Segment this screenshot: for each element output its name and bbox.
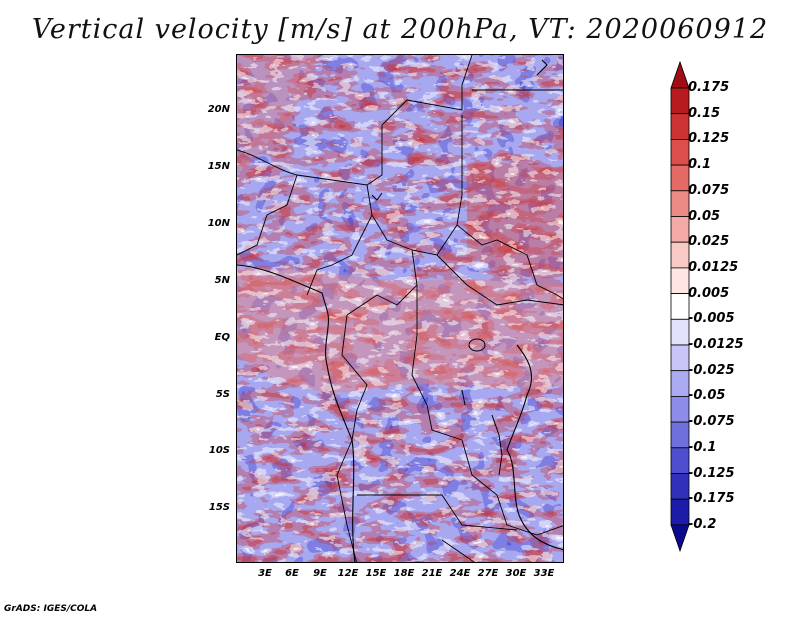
- colorbar-segment: [670, 447, 690, 474]
- colorbar-tick-label: -0.025: [688, 362, 735, 378]
- colorbar-tick-label: -0.075: [688, 414, 735, 430]
- colorbar-tick-label: 0.15: [688, 105, 721, 121]
- lat-label: 10N: [207, 218, 230, 229]
- lon-label: 21E: [421, 568, 443, 579]
- colorbar-segment: [670, 216, 690, 243]
- lat-label: 15S: [208, 502, 230, 513]
- map-panel: [236, 54, 564, 563]
- colorbar-tick-label: -0.125: [688, 465, 735, 481]
- colorbar-segment: [670, 421, 690, 449]
- colorbar-segment: [670, 473, 690, 500]
- lat-label: 5N: [214, 275, 230, 286]
- lat-label: EQ: [214, 332, 230, 343]
- colorbar-segment: [670, 241, 690, 269]
- colorbar-tick-label: -0.2: [688, 516, 717, 532]
- colorbar: [670, 60, 690, 553]
- colorbar-tick-label: 0.075: [688, 182, 730, 198]
- colorbar-segment: [670, 190, 690, 217]
- lon-label: 33E: [533, 568, 555, 579]
- colorbar-tick-label: 0.005: [688, 285, 730, 301]
- colorbar-tick-label: 0.025: [688, 234, 730, 250]
- colorbar-segment: [670, 87, 690, 115]
- colorbar-segment: [670, 293, 690, 320]
- colorbar-segment: [670, 113, 690, 140]
- colorbar-segment: [670, 139, 690, 166]
- chart-title: Vertical velocity [m/s] at 200hPa, VT: 2…: [31, 14, 769, 45]
- lat-label: 5S: [215, 389, 230, 400]
- colorbar-tick-label: 0.125: [688, 131, 730, 147]
- colorbar-segment: [670, 344, 690, 372]
- lon-label: 24E: [449, 568, 471, 579]
- colorbar-segment: [670, 370, 690, 397]
- colorbar-segment: [670, 318, 690, 346]
- colorbar-tick-label: -0.05: [688, 388, 726, 404]
- lon-label: 3E: [258, 568, 272, 579]
- colorbar-segment: [670, 164, 690, 192]
- lon-label: 6E: [285, 568, 299, 579]
- colorbar-tick-label: -0.0125: [688, 337, 744, 352]
- colorbar-tick-label: -0.175: [688, 491, 735, 507]
- colorbar-tick-label: -0.1: [688, 439, 717, 455]
- colorbar-tick-label: 0.0125: [688, 259, 739, 275]
- colorbar-segment: [670, 395, 690, 423]
- colorbar-tick-label: -0.005: [688, 311, 735, 327]
- country-borders: [237, 55, 563, 562]
- credit-text: GrADS: IGES/COLA: [4, 604, 98, 614]
- lon-label: 27E: [477, 568, 499, 579]
- lon-label: 18E: [393, 568, 415, 579]
- colorbar-tick-label: 0.175: [688, 80, 730, 95]
- lakes: [371, 192, 503, 476]
- colorbar-segment: [670, 498, 690, 526]
- colorbar-segment: [670, 267, 690, 294]
- lat-label: 20N: [207, 104, 230, 115]
- lon-label: 12E: [337, 568, 359, 579]
- coastline: [237, 59, 563, 562]
- colorbar-bottom-arrow: [670, 524, 690, 553]
- colorbar-tick-label: 0.1: [688, 157, 712, 173]
- lat-label: 15N: [207, 161, 230, 172]
- lat-label: 10S: [208, 445, 230, 456]
- field-white-streaks: [237, 55, 563, 562]
- colorbar-tick-label: 0.05: [688, 208, 721, 224]
- velocity-field-map: [237, 55, 563, 562]
- lon-label: 30E: [505, 568, 527, 579]
- lon-label: 15E: [365, 568, 387, 579]
- lon-label: 9E: [313, 568, 327, 579]
- colorbar-top-arrow: [670, 60, 690, 89]
